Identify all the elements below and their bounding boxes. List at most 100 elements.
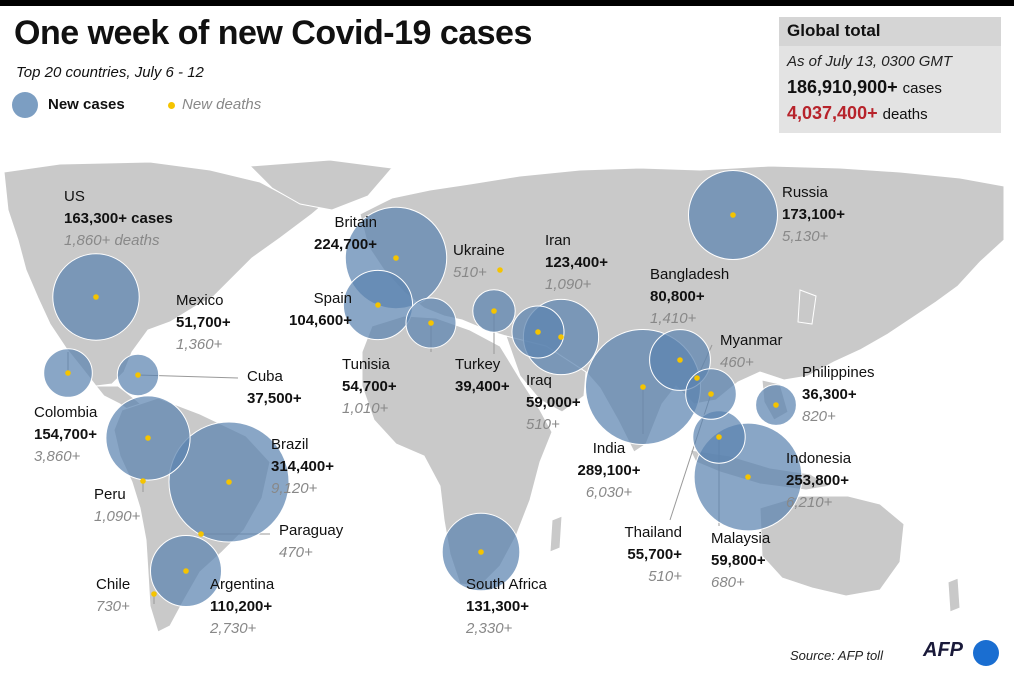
japan-land — [797, 289, 817, 325]
country-deaths: 1,410+ — [650, 310, 697, 327]
legend-bubble-icon — [12, 92, 38, 118]
country-cases: 80,800+ — [650, 288, 705, 305]
new-zealand-land — [947, 577, 961, 613]
global-total-title: Global total — [787, 21, 881, 40]
country-name: Tunisia — [342, 356, 390, 373]
label-brazil: Brazil 314,400+ 9,120+ — [271, 434, 334, 500]
country-name: Bangladesh — [650, 266, 730, 283]
label-turkey: Turkey 39,400+ — [455, 354, 510, 398]
country-deaths: 680+ — [711, 574, 745, 591]
death-dot-philippines — [773, 402, 779, 408]
death-dot-myanmar — [694, 375, 700, 381]
label-cuba: Cuba 37,500+ — [247, 366, 302, 410]
greenland-land — [248, 159, 393, 211]
death-dot-tunisia — [428, 320, 434, 326]
country-name: Argentina — [210, 576, 275, 593]
country-name: Russia — [782, 184, 828, 201]
country-deaths: 510+ — [526, 416, 560, 433]
global-cases-unit: cases — [902, 80, 942, 97]
country-name: Spain — [313, 290, 352, 307]
label-iran: Iran 123,400+ 1,090+ — [545, 230, 608, 296]
death-dot-us — [93, 294, 99, 300]
death-dot-brazil — [226, 479, 232, 485]
country-cases: 110,200+ — [210, 598, 273, 615]
country-name: Paraguay — [279, 522, 344, 539]
country-deaths: 820+ — [802, 408, 836, 425]
country-deaths: 470+ — [279, 544, 313, 561]
label-myanmar: Myanmar 460+ — [720, 330, 783, 374]
death-dot-paraguay — [198, 531, 204, 537]
country-cases: 173,100+ — [782, 206, 845, 223]
country-name: Iran — [545, 232, 571, 249]
country-cases: 104,600+ — [289, 312, 352, 329]
country-deaths: 2,730+ — [210, 620, 257, 637]
global-total-header — [779, 17, 1001, 46]
label-thailand: Thailand 55,700+ 510+ — [602, 522, 682, 588]
country-cases: 59,000+ — [526, 394, 581, 411]
country-name: Iraq — [526, 372, 552, 389]
country-name: US — [64, 188, 85, 205]
death-dot-ukraine — [497, 267, 503, 273]
legend-dot-icon — [168, 102, 175, 109]
country-cases: 154,700+ — [34, 426, 97, 443]
death-dot-india — [640, 384, 646, 390]
label-us: US 163,300+ cases 1,860+ deaths — [64, 186, 173, 252]
legend-cases-label: New cases — [48, 96, 125, 113]
country-cases: 314,400+ — [271, 458, 334, 475]
label-bangladesh: Bangladesh 80,800+ 1,410+ — [650, 264, 729, 330]
madagascar-land — [549, 515, 563, 553]
label-argentina: Argentina 110,200+ 2,730+ — [210, 574, 274, 640]
global-total-deaths: 4,037,400+ deaths — [787, 103, 928, 124]
label-ukraine: Ukraine 510+ — [453, 240, 505, 284]
label-britain: Britain 224,700+ — [293, 212, 377, 256]
page-subtitle: Top 20 countries, July 6 - 12 — [16, 64, 204, 81]
source-note: Source: AFP toll — [790, 648, 883, 663]
country-name: Brazil — [271, 436, 309, 453]
death-dots — [65, 212, 779, 597]
afp-logo-text: AFP — [923, 639, 963, 661]
country-name: Indonesia — [786, 450, 852, 467]
page-title: One week of new Covid-19 cases — [14, 14, 532, 52]
country-deaths: 5,130+ — [782, 228, 829, 245]
country-name: Cuba — [247, 368, 283, 385]
country-cases: 54,700+ — [342, 378, 397, 395]
country-deaths: 9,120+ — [271, 480, 318, 497]
death-dot-chile — [151, 591, 157, 597]
label-malaysia: Malaysia 59,800+ 680+ — [711, 528, 770, 594]
global-total-date: As of July 13, 0300 GMT — [787, 53, 953, 70]
country-deaths: 1,010+ — [342, 400, 389, 417]
country-name: Turkey — [455, 356, 501, 373]
country-cases: 131,300+ — [466, 598, 529, 615]
death-dot-russia — [730, 212, 736, 218]
country-cases: 224,700+ — [314, 236, 377, 253]
country-name: South Africa — [466, 576, 547, 593]
country-deaths: 510+ — [648, 568, 682, 585]
label-russia: Russia 173,100+ 5,130+ — [782, 182, 845, 248]
death-dot-thailand — [708, 391, 714, 397]
country-cases: 253,800+ — [786, 472, 849, 489]
country-name: Peru — [94, 486, 126, 503]
death-dot-britain — [393, 255, 399, 261]
country-cases: 51,700+ — [176, 314, 231, 331]
top-rule — [0, 0, 1014, 6]
australia-land — [759, 495, 905, 597]
country-deaths: 1,090+ — [94, 508, 141, 525]
country-cases: 59,800+ — [711, 552, 766, 569]
country-name: Mexico — [176, 292, 224, 309]
country-cases: 163,300+ cases — [64, 210, 173, 227]
death-dot-bangladesh — [677, 357, 683, 363]
country-cases: 55,700+ — [627, 546, 682, 563]
global-total-cases: 186,910,900+ cases — [787, 77, 942, 98]
death-dot-peru — [140, 478, 146, 484]
death-dot-cuba — [135, 372, 141, 378]
country-name: Britain — [334, 214, 377, 231]
label-spain: Spain 104,600+ — [268, 288, 352, 332]
death-dot-turkey — [491, 308, 497, 314]
label-colombia: Colombia 154,700+ 3,860+ — [34, 402, 97, 468]
label-south-africa: South Africa 131,300+ 2,330+ — [466, 574, 547, 640]
global-cases-value: 186,910,900+ — [787, 77, 898, 97]
death-dot-iran — [558, 334, 564, 340]
country-deaths: 460+ — [720, 354, 754, 371]
country-deaths: 730+ — [96, 598, 130, 615]
country-deaths: 6,030+ — [585, 484, 633, 501]
